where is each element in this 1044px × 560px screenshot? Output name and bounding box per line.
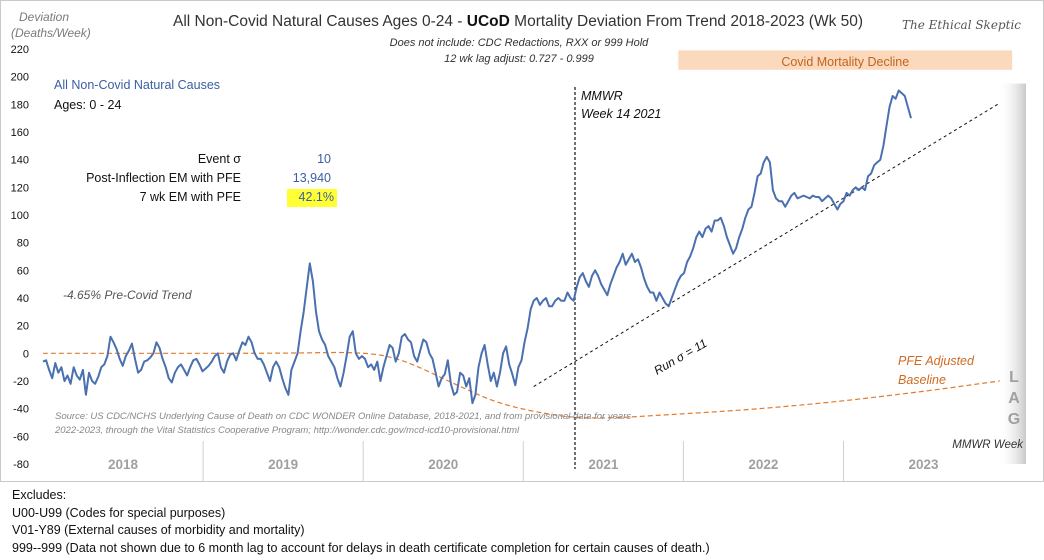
pfe-baseline-line	[43, 351, 1001, 419]
chart-title-bold: UCoD	[467, 13, 510, 30]
stat-event-sigma-value: 10	[317, 152, 331, 166]
y-tick-label: 80	[17, 238, 29, 250]
brand-logo: The Ethical Skeptic	[902, 18, 1021, 32]
chart-title: All Non-Covid Natural Causes Ages 0-24 -…	[173, 13, 863, 30]
decline-band-layer: Covid Mortality Decline	[678, 50, 1013, 70]
chart-subtitle-1: Does not include: CDC Redactions, RXX or…	[390, 37, 650, 49]
y-tick-label: 60	[17, 265, 29, 277]
year-labels: 2018 2019 2020 2021 2022 2023	[108, 457, 939, 472]
run-trend-line	[533, 102, 1001, 387]
y-tick-label: -20	[13, 376, 29, 388]
footer-excludes: Excludes:	[12, 488, 67, 502]
y-tick-label: 220	[11, 44, 29, 56]
mortality-deviation-chart: Deviation (Deaths/Week) All Non-Covid Na…	[11, 10, 1026, 481]
x-axis-title: MMWR Week	[952, 439, 1024, 451]
source-note-2: 2022-2023, through the Vital Statistics …	[54, 425, 520, 436]
y-tick-label: -80	[13, 459, 29, 471]
pfe-baseline-layer	[43, 351, 1001, 419]
footer-line-2: V01-Y89 (External causes of morbidity an…	[12, 523, 305, 538]
y-tick-label: 0	[23, 348, 29, 360]
chart-subtitle-2: 12 wk lag adjust: 0.727 - 0.999	[444, 53, 594, 65]
y-tick-label: -40	[13, 404, 29, 416]
y-tick-label: 100	[11, 210, 29, 222]
y-tick-label: 200	[11, 72, 29, 84]
lag-letter: A	[1008, 390, 1020, 407]
year-label: 2020	[428, 457, 458, 472]
lag-region-layer: LAG	[998, 83, 1026, 464]
chart-title-pre: All Non-Covid Natural Causes Ages 0-24 -	[173, 13, 462, 30]
y-tick-label: 40	[17, 293, 29, 305]
y-axis-ticks: 220200180160140120100806040200-20-40-60-…	[11, 44, 29, 471]
y-tick-label: -60	[13, 431, 29, 443]
lag-region	[998, 83, 1026, 464]
covid-decline-band	[678, 50, 1013, 70]
footer-notes: Excludes: U00-U99 (Codes for special pur…	[12, 487, 710, 557]
y-tick-label: 20	[17, 321, 29, 333]
y-tick-label: 180	[11, 99, 29, 111]
year-label: 2021	[588, 457, 619, 472]
y-axis-title-line-1: Deviation	[19, 10, 69, 24]
year-label: 2019	[268, 457, 298, 472]
legend-series-label: All Non-Covid Natural Causes	[54, 78, 220, 92]
year-label: 2018	[108, 457, 139, 472]
stat-post-inflection-value: 13,940	[293, 171, 331, 185]
stat-event-sigma-label: Event σ	[198, 152, 241, 166]
run-trend-layer	[533, 102, 1001, 387]
stat-post-inflection-label: Post-Inflection EM with PFE	[86, 171, 241, 185]
chart-title-post: Mortality Deviation From Trend 2018-2023…	[514, 13, 863, 30]
y-tick-label: 160	[11, 127, 29, 139]
pfe-label-1: PFE Adjusted	[898, 354, 975, 368]
year-dividers	[202, 441, 844, 481]
stat-7wk-value: 42.1%	[299, 190, 334, 204]
y-tick-label: 140	[11, 155, 29, 167]
covid-decline-label: Covid Mortality Decline	[781, 55, 909, 69]
series-line	[42, 89, 912, 405]
lag-letter: L	[1009, 369, 1019, 386]
year-label: 2023	[909, 457, 940, 472]
series-layer	[42, 89, 912, 405]
y-axis-title-line-2: (Deaths/Week)	[11, 26, 91, 40]
source-note-1: Source: US CDC/NCHS Underlying Cause of …	[55, 411, 631, 422]
legend-ages-label: Ages: 0 - 24	[54, 98, 121, 112]
y-tick-label: 120	[11, 182, 29, 194]
pre-covid-trend-label: -4.65% Pre-Covid Trend	[63, 288, 192, 302]
mmwr-label-1: MMWR	[581, 89, 623, 103]
lag-letter: G	[1008, 411, 1020, 428]
highlight-box	[287, 189, 337, 207]
footer-line-1: U00-U99 (Codes for special purposes)	[12, 505, 226, 520]
stat-7wk-label: 7 wk EM with PFE	[140, 190, 241, 204]
run-sigma-label: Run σ = 11	[652, 336, 710, 377]
pfe-label-2: Baseline	[898, 373, 946, 387]
mmwr-label-2: Week 14 2021	[581, 107, 661, 121]
footer-line-3: 999--999 (Data not shown due to 6 month …	[12, 540, 710, 555]
year-label: 2022	[748, 457, 778, 472]
chart-frame: Deviation (Deaths/Week) All Non-Covid Na…	[0, 0, 1044, 482]
